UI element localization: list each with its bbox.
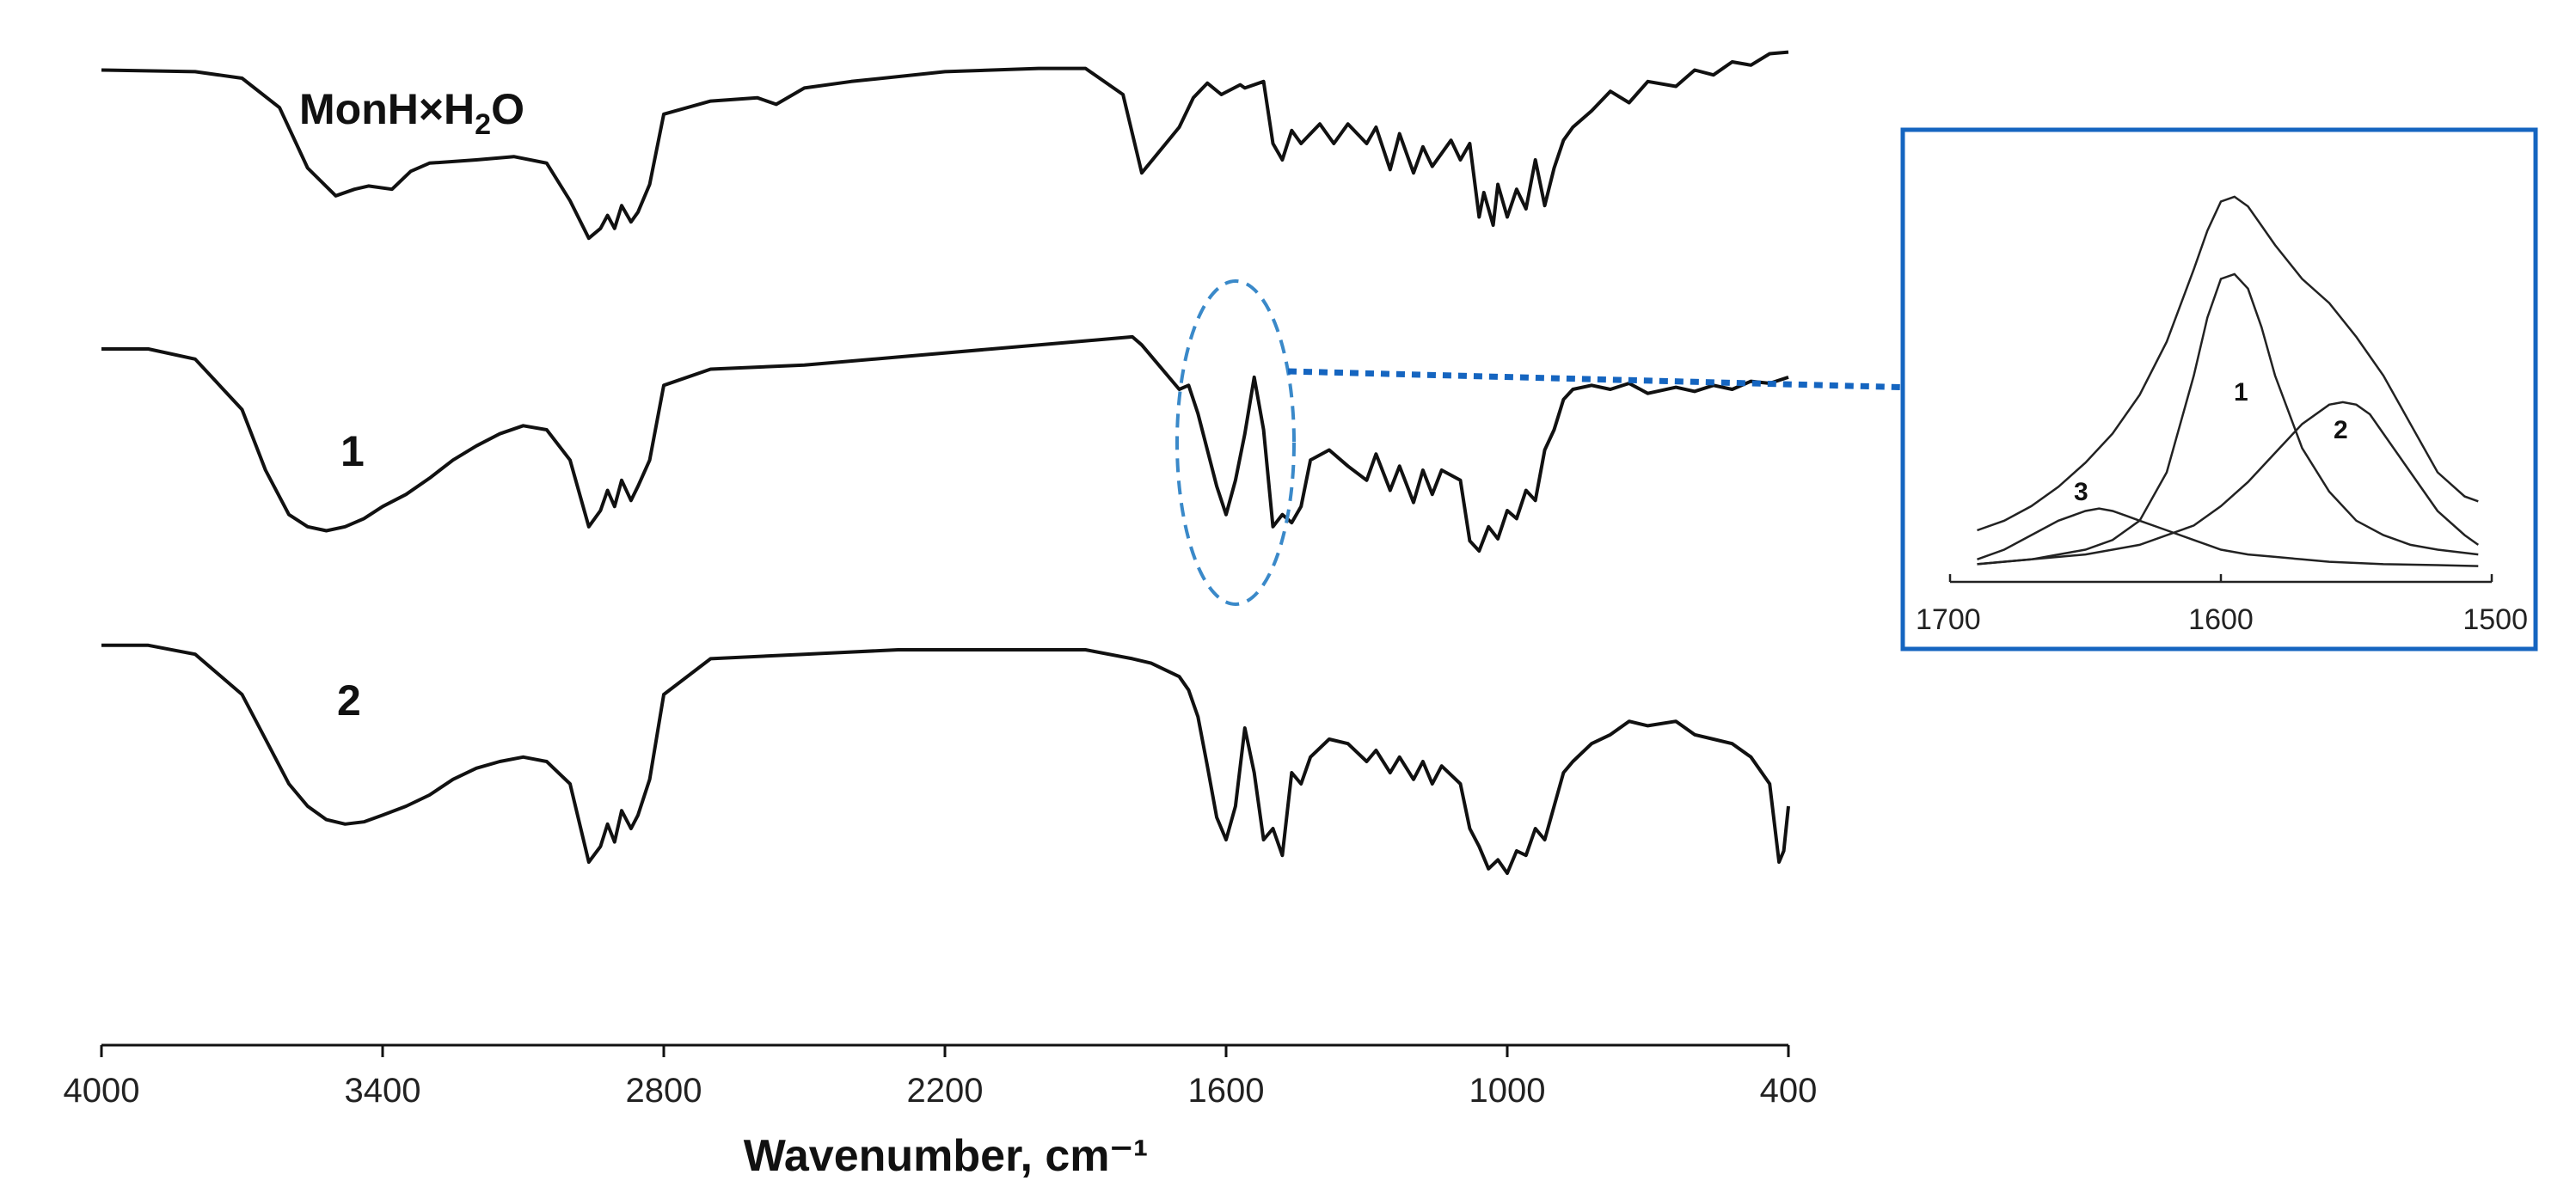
highlight-ellipse: [1175, 279, 1296, 606]
series-label-1: 1: [340, 427, 365, 475]
x-axis-label: Wavenumber, cm⁻¹: [744, 1131, 1149, 1181]
inset-x-axis-ticks: 1700 1600 1500: [1916, 574, 2528, 636]
main-spectra-plot: MonH×H2O 1 2 4000 3400 2800 2200 1600 1000 400…: [64, 50, 2022, 1181]
inset-x-tick-label-1600: 1600: [2188, 603, 2254, 636]
spectra-traces: [101, 50, 1790, 875]
x-tick-label-2200: 2200: [907, 1072, 984, 1110]
spectrum-trace-monh-h2o: [101, 50, 1789, 241]
inset-peak-label-3: 3: [2074, 478, 2088, 506]
spectra-labels: MonH×H2O 1 2: [299, 85, 524, 725]
inset-deconvolution-plot: 1700 1600 1500 1 2 3: [1900, 127, 2538, 651]
inset-component-3: [1977, 507, 2479, 567]
x-tick-label-1000: 1000: [1469, 1072, 1546, 1110]
x-tick-label-3400: 3400: [345, 1072, 421, 1110]
series-label-2: 2: [337, 676, 361, 725]
x-tick-label-400: 400: [1760, 1072, 1818, 1110]
x-tick-label-2800: 2800: [626, 1072, 702, 1110]
inset-traces: [1977, 195, 2480, 567]
inset-envelope-curve: [1977, 195, 2479, 532]
inset-component-2: [1977, 401, 2480, 566]
inset-x-tick-label-1500: 1500: [2463, 603, 2528, 636]
x-tick-label-4000: 4000: [64, 1072, 140, 1110]
spectrum-trace-1: [101, 334, 1789, 553]
inset-component-1: [1977, 272, 2479, 566]
spectrum-trace-2: [101, 643, 1790, 875]
x-axis-ticks: 4000 3400 2800 2200 1600 1000 400: [64, 1045, 1818, 1110]
x-tick-label-1600: 1600: [1188, 1072, 1265, 1110]
series-label-monh-h2o: MonH×H2O: [299, 85, 524, 141]
inset-x-tick-label-1700: 1700: [1916, 603, 1981, 636]
inset-peak-label-1: 1: [2234, 378, 2248, 407]
inset-peak-label-2: 2: [2334, 416, 2348, 444]
